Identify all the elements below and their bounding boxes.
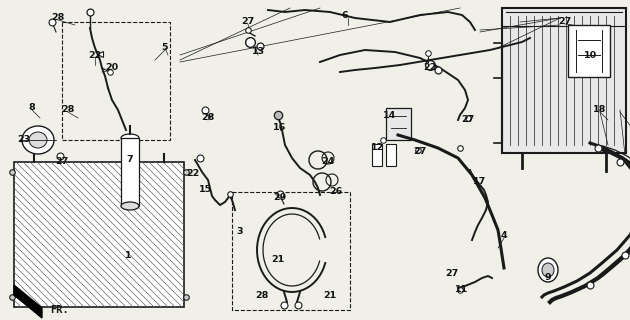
Ellipse shape (121, 202, 139, 210)
Ellipse shape (121, 134, 139, 142)
Bar (62, 22, 170, 140)
Bar (386, 108, 411, 140)
Text: 24: 24 (321, 157, 335, 166)
Text: 18: 18 (593, 106, 607, 115)
Text: 28: 28 (202, 114, 215, 123)
Bar (14, 162, 184, 307)
Ellipse shape (22, 126, 54, 154)
Text: 6: 6 (341, 11, 348, 20)
Text: 21: 21 (323, 291, 336, 300)
Text: 27: 27 (461, 116, 474, 124)
Bar (568, 25, 610, 77)
Text: 29: 29 (273, 194, 287, 203)
Text: 28: 28 (61, 106, 75, 115)
Text: 28: 28 (51, 13, 65, 22)
Text: 28: 28 (255, 291, 268, 300)
Text: 23: 23 (18, 135, 31, 145)
Text: 9: 9 (545, 274, 551, 283)
Text: 13: 13 (251, 47, 265, 57)
Text: 7: 7 (127, 156, 134, 164)
Bar (502, 8, 626, 153)
Text: 3: 3 (237, 228, 243, 236)
Text: 14: 14 (384, 111, 397, 121)
Polygon shape (14, 285, 42, 318)
Text: 27: 27 (413, 148, 427, 156)
Text: 21: 21 (272, 255, 285, 265)
Ellipse shape (542, 263, 554, 277)
Text: 22: 22 (88, 51, 101, 60)
Text: 12: 12 (371, 143, 385, 153)
Text: 1: 1 (125, 251, 131, 260)
Bar (386, 144, 396, 166)
Text: 27: 27 (241, 18, 255, 27)
Text: 27: 27 (445, 269, 459, 278)
Bar (560, 18, 620, 86)
Text: 22: 22 (186, 170, 200, 179)
Text: FR.: FR. (50, 305, 69, 315)
Text: 5: 5 (162, 44, 168, 52)
Text: 15: 15 (198, 186, 212, 195)
Text: 11: 11 (455, 285, 469, 294)
Text: 16: 16 (273, 124, 287, 132)
Text: 8: 8 (28, 103, 35, 113)
Text: 27: 27 (55, 157, 69, 166)
Ellipse shape (29, 132, 47, 148)
Bar (232, 192, 350, 310)
Bar (121, 138, 139, 206)
Text: 4: 4 (501, 231, 507, 241)
Ellipse shape (538, 258, 558, 282)
Bar (372, 144, 382, 166)
Text: 17: 17 (473, 178, 486, 187)
Text: 10: 10 (583, 51, 597, 60)
Text: 20: 20 (105, 63, 118, 73)
Text: 27: 27 (558, 18, 571, 27)
Text: 26: 26 (329, 188, 343, 196)
Text: 22: 22 (423, 63, 437, 73)
